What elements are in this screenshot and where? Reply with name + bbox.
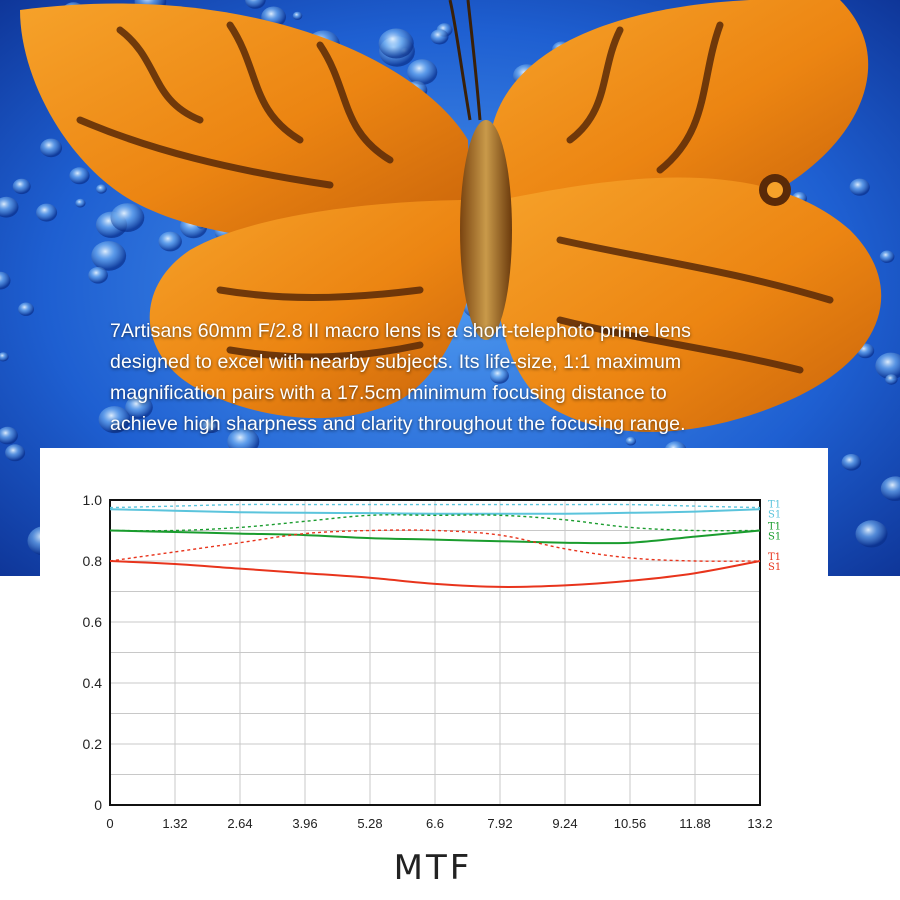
series-line-green-t1-solid [109,529,761,545]
hero-description: 7Artisans 60mm F/2.8 II macro lens is a … [110,316,810,440]
y-tick-label: 0.6 [83,614,103,630]
hero-line: designed to excel with nearby subjects. … [110,351,682,373]
x-tick-label: 9.24 [552,816,577,831]
series-line-cyan-s1-dashed [109,503,761,509]
hero-line: magnification pairs with a 17.5cm minimu… [110,382,667,404]
legend-label-cyan-s1: S1 [768,509,781,520]
chart-title: MTF [393,848,473,888]
chart-panel: 0 0.2 0.4 0.6 0.8 1.0 0 1.32 2.64 3.96 5.28 6.6 7.92… [40,448,828,900]
y-tick-label: 0.2 [83,736,103,752]
x-tick-label: 11.88 [679,816,711,831]
x-tick-label: 3.96 [292,816,317,831]
mtf-chart: 0 0.2 0.4 0.6 0.8 1.0 0 1.32 2.64 3.96 5.28 6.6 7.92… [83,492,782,831]
legend-label-red-t1: T1 [768,552,781,563]
y-tick-label: 0.8 [83,553,103,569]
y-tick-label: 0 [94,797,102,813]
x-tick-label: 2.64 [227,816,252,831]
x-tick-label: 10.56 [614,816,647,831]
butterfly [20,0,882,432]
legend-label-green-s1: S1 [768,532,781,543]
y-tick-label: 0.4 [83,675,103,691]
x-tick-label: 1.32 [162,816,187,831]
hero-line: achieve high sharpness and clarity throu… [110,413,686,435]
legend-label-cyan-t1: T1 [768,499,781,510]
x-tick-label: 0 [106,816,113,831]
legend-label-green-t1: T1 [768,522,781,533]
series-line-green-s1-dashed [109,514,761,532]
x-tick-label: 7.92 [487,816,512,831]
series-line-red-t1-solid [109,560,761,588]
hero-line: 7Artisans 60mm F/2.8 II macro lens is a … [110,320,692,342]
x-tick-label: 6.6 [426,816,444,831]
y-tick-label: 1.0 [83,492,103,508]
x-tick-label: 13.2 [747,816,772,831]
x-tick-label: 5.28 [357,816,382,831]
plot-frame [109,499,761,806]
legend-label-red-s1: S1 [768,562,781,573]
series-line-cyan-t1-solid [109,508,761,515]
